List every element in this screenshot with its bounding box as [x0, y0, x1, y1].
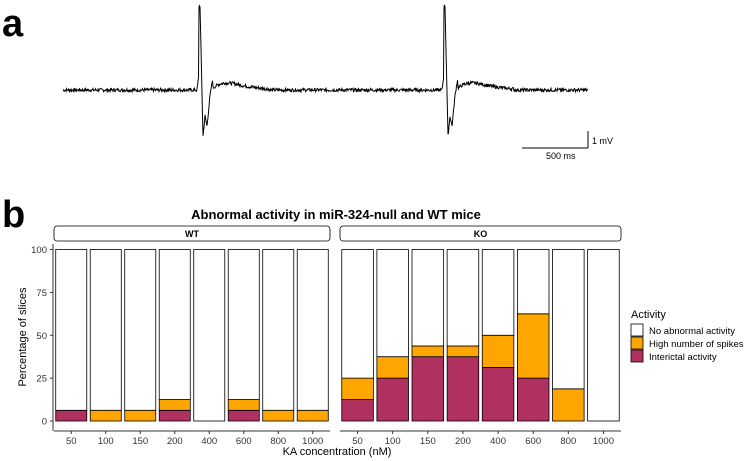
bar-ko-50-interictal-activity — [341, 399, 374, 422]
x-axis-title: KA concentration (nM) — [283, 446, 392, 458]
y-tick-label-75: 75 — [36, 288, 47, 299]
x-tick-label-ko-50: 50 — [352, 436, 363, 447]
bar-ko-400-interictal-activity — [481, 367, 515, 422]
legend-swatch-interictal — [630, 349, 644, 363]
bar-ko-100-no-abnormal-activity — [376, 249, 409, 358]
bar-wt-100-no-abnormal-activity — [89, 249, 122, 411]
x-tick-label-ko-150: 150 — [420, 436, 436, 447]
bar-wt-1000-no-abnormal-activity — [296, 249, 329, 411]
legend-label-no-abnormal: No abnormal activity — [649, 326, 735, 337]
x-tick-label-wt-400: 400 — [201, 436, 217, 447]
bar-wt-150-high-number-of-spikes — [124, 409, 157, 422]
scale-bar: 1 mV 500 ms — [522, 131, 613, 161]
bar-ko-600-high-number-of-spikes — [516, 313, 550, 379]
bar-ko-150-no-abnormal-activity — [411, 249, 445, 347]
bar-wt-50-interictal-activity — [55, 409, 88, 422]
y-tick-label-25: 25 — [36, 374, 47, 385]
bar-wt-200-high-number-of-spikes — [158, 399, 191, 411]
bar-ko-50-high-number-of-spikes — [341, 377, 374, 400]
scale-voltage-label: 1 mV — [592, 136, 613, 146]
facet-strip-label-ko: KO — [474, 229, 488, 239]
legend-swatch-high-spikes — [630, 336, 644, 350]
x-tick-label-wt-800: 800 — [270, 436, 286, 447]
x-tick-label-wt-600: 600 — [236, 436, 252, 447]
x-tick-label-ko-600: 600 — [525, 436, 541, 447]
bar-ko-600-no-abnormal-activity — [516, 249, 550, 315]
stacked-bar-chart: WT 50 100 150 200 400 600 800 1000 KO 50 100 150 200 4… — [53, 225, 622, 447]
legend-swatch-no-abnormal — [630, 323, 644, 337]
facet-strip-label-wt: WT — [185, 229, 199, 239]
bar-ko-100-interictal-activity — [376, 377, 409, 422]
scale-time-label: 500 ms — [546, 151, 576, 161]
legend-label-high-spikes: High number of spikes — [649, 339, 744, 350]
bar-ko-200-no-abnormal-activity — [446, 249, 480, 347]
legend-label-interictal: Interictal activity — [649, 352, 717, 363]
bar-wt-200-interictal-activity — [158, 409, 191, 422]
y-tick-label-0: 0 — [42, 417, 47, 428]
y-tick-label-100: 100 — [31, 245, 47, 256]
bar-wt-600-high-number-of-spikes — [227, 399, 260, 411]
bar-ko-200-high-number-of-spikes — [446, 345, 480, 358]
x-tick-label-wt-1000: 1000 — [302, 436, 323, 447]
y-tick-label-50: 50 — [36, 331, 47, 342]
bar-ko-50-no-abnormal-activity — [341, 249, 374, 379]
x-tick-label-wt-150: 150 — [132, 436, 148, 447]
bar-ko-800-high-number-of-spikes — [552, 388, 585, 422]
bar-wt-800-no-abnormal-activity — [262, 249, 295, 411]
x-tick-label-wt-50: 50 — [66, 436, 77, 447]
chart-title: Abnormal activity in miR-324-null and WT… — [191, 207, 481, 222]
bar-wt-600-no-abnormal-activity — [227, 249, 260, 400]
y-axis-ticks: 0 25 50 75 100 — [31, 245, 53, 428]
bar-ko-400-high-number-of-spikes — [481, 334, 515, 368]
x-tick-label-ko-200: 200 — [455, 436, 471, 447]
bar-ko-150-interictal-activity — [411, 356, 445, 422]
facet-wt: WT 50 100 150 200 400 600 800 1000 — [53, 225, 331, 447]
panel-b-label: b — [2, 194, 25, 236]
x-tick-label-ko-400: 400 — [490, 436, 506, 447]
x-tick-label-wt-200: 200 — [167, 436, 183, 447]
facet-ko: KO 50 100 150 200 400 600 800 1000 — [339, 225, 622, 447]
bar-ko-600-interictal-activity — [516, 377, 550, 422]
bar-ko-150-high-number-of-spikes — [411, 345, 445, 358]
facet-strip-ko — [339, 225, 622, 242]
bar-ko-400-no-abnormal-activity — [481, 249, 515, 336]
bar-ko-200-interictal-activity — [446, 356, 480, 422]
bar-wt-150-no-abnormal-activity — [124, 249, 157, 411]
bar-wt-1000-high-number-of-spikes — [296, 409, 329, 422]
bar-wt-600-interictal-activity — [227, 409, 260, 422]
bar-ko-800-no-abnormal-activity — [552, 249, 585, 390]
bar-wt-200-no-abnormal-activity — [158, 249, 191, 400]
x-tick-label-ko-800: 800 — [560, 436, 576, 447]
bar-ko-1000-no-abnormal-activity — [587, 249, 620, 422]
legend: Activity No abnormal activity High numbe… — [630, 309, 744, 363]
x-tick-label-ko-1000: 1000 — [593, 436, 614, 447]
bar-wt-800-high-number-of-spikes — [262, 409, 295, 422]
facet-strip-wt — [53, 225, 331, 242]
y-axis-title: Percentage of slices — [17, 287, 29, 387]
bar-wt-50-no-abnormal-activity — [55, 249, 88, 411]
x-tick-label-wt-100: 100 — [98, 436, 114, 447]
panel-a-label: a — [2, 3, 24, 45]
bar-wt-100-high-number-of-spikes — [89, 409, 122, 422]
legend-title: Activity — [631, 309, 666, 321]
electrophysiology-trace — [62, 4, 589, 136]
x-tick-label-ko-100: 100 — [385, 436, 401, 447]
bar-wt-400-no-abnormal-activity — [193, 249, 226, 422]
bar-ko-100-high-number-of-spikes — [376, 356, 409, 379]
